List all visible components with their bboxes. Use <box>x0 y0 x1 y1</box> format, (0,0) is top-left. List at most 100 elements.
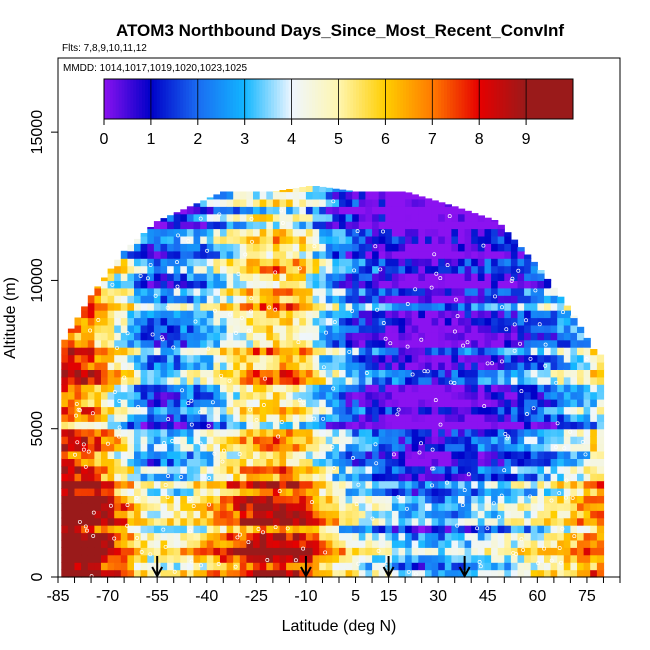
heat-cell <box>411 399 419 408</box>
heat-cell <box>477 287 485 296</box>
heat-cell <box>279 517 287 526</box>
sample-marker <box>75 440 80 445</box>
heat-cell <box>464 421 472 430</box>
sample-marker <box>466 472 471 477</box>
sample-marker <box>86 449 91 454</box>
heat-cell <box>372 354 380 363</box>
heat-cell <box>405 280 413 289</box>
heat-cell <box>81 376 89 385</box>
heat-cell <box>299 399 307 408</box>
heat-cell <box>497 502 505 511</box>
sample-marker <box>521 547 526 552</box>
sample-marker <box>528 356 533 361</box>
heat-cell <box>544 502 552 511</box>
heat-cell <box>173 436 181 445</box>
heat-cell <box>147 391 155 400</box>
heat-cell <box>193 258 201 267</box>
heat-cell <box>312 532 320 541</box>
heat-cell <box>352 273 360 281</box>
heat-cell <box>530 391 538 400</box>
heat-cell <box>246 413 254 422</box>
heat-cell <box>372 517 380 526</box>
heat-cell <box>385 198 393 207</box>
heat-cell <box>438 302 446 311</box>
heat-cell <box>239 310 247 319</box>
heat-cell <box>497 332 505 341</box>
heat-cell <box>120 399 128 408</box>
heat-cell <box>134 280 142 289</box>
heat-cell <box>339 539 347 548</box>
heat-cell <box>153 473 162 482</box>
heat-cell <box>134 488 142 496</box>
heat-cell <box>259 287 267 296</box>
heat-cell <box>358 198 366 207</box>
heat-cell <box>226 265 234 274</box>
heat-cell <box>140 391 148 400</box>
colorbar-segment <box>159 79 164 119</box>
colorbar-segment <box>162 79 167 119</box>
heat-cell <box>220 228 228 237</box>
heat-cell <box>471 554 479 563</box>
heat-cell <box>385 384 393 393</box>
heat-cell <box>510 302 519 311</box>
heat-cell <box>233 376 241 385</box>
heat-cell <box>272 532 281 541</box>
heat-cell <box>292 495 300 504</box>
heat-cell <box>544 413 552 422</box>
heat-cell <box>358 324 366 333</box>
heat-cell <box>286 369 294 378</box>
heat-cell <box>107 317 115 326</box>
sample-marker <box>388 341 393 346</box>
heat-cell <box>484 406 492 415</box>
heat-cell <box>438 547 446 556</box>
heat-cell <box>438 458 446 467</box>
heat-cell <box>67 539 76 548</box>
heat-cell <box>299 562 307 571</box>
heat-cell <box>451 502 459 511</box>
heat-cell <box>180 413 188 422</box>
heat-cell <box>180 510 188 519</box>
heat-cell <box>272 221 281 230</box>
heat-cell <box>279 250 287 259</box>
heat-cell <box>233 399 241 408</box>
heat-cell <box>596 473 605 482</box>
colorbar-segment <box>555 79 559 119</box>
heat-cell <box>140 413 148 422</box>
heat-cell <box>524 384 532 393</box>
heat-cell <box>226 362 234 370</box>
heat-cell <box>180 280 188 289</box>
heat-cell <box>365 391 373 400</box>
heat-cell <box>577 488 585 496</box>
heat-cell <box>134 250 142 259</box>
heat-cell <box>312 465 320 474</box>
heat-cell <box>140 539 148 548</box>
heat-cell <box>173 399 181 408</box>
sample-marker <box>376 548 381 553</box>
heat-cell <box>378 525 386 534</box>
heat-cell <box>127 525 135 534</box>
heat-cell <box>411 354 419 363</box>
heat-cell <box>517 258 525 267</box>
heat-cell <box>544 525 552 534</box>
heat-cell <box>583 347 591 356</box>
heat-cell <box>167 243 175 252</box>
heat-cell <box>504 539 512 548</box>
heat-cell <box>451 265 459 274</box>
heat-cell <box>114 473 122 482</box>
heat-cell <box>458 265 466 274</box>
heat-cell <box>74 525 82 534</box>
colorbar-segment <box>356 79 360 119</box>
heat-cell <box>484 421 492 430</box>
heat-cell <box>246 206 254 215</box>
heat-cell <box>120 547 128 556</box>
heat-cell <box>484 217 492 222</box>
heat-cell <box>193 302 201 311</box>
heat-cell <box>67 354 76 363</box>
heat-cell <box>279 488 287 496</box>
heat-cell <box>530 324 538 333</box>
heat-cell <box>305 324 314 333</box>
heat-cell <box>411 569 419 578</box>
colorbar-segment <box>288 79 293 119</box>
heat-cell <box>365 273 373 281</box>
heat-cell <box>206 495 214 504</box>
